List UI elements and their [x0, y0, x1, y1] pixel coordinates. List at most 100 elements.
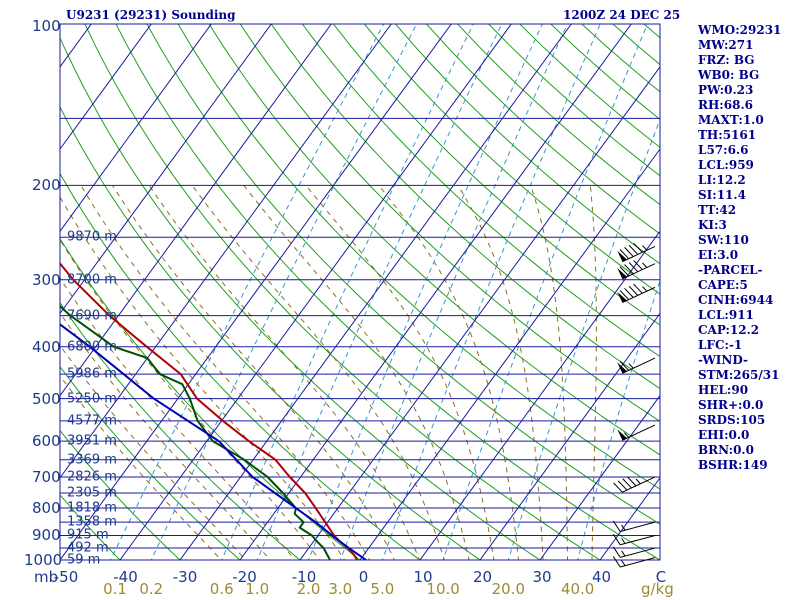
mixing-ratio-line [256, 24, 503, 560]
mixing-ratio-line [381, 24, 601, 560]
dry-adiabat [208, 24, 660, 456]
height-label: 3369 m [67, 452, 117, 468]
height-label: 8700 m [67, 272, 117, 288]
moist-adiabat [530, 185, 569, 560]
mixing-ratio-line [109, 24, 385, 560]
dry-adiabat [395, 24, 660, 265]
pressure-tick-label: 600 [32, 432, 61, 451]
moist-adiabat [60, 277, 296, 560]
moist-adiabat [243, 185, 470, 560]
moist-adiabat [112, 185, 395, 560]
moist-adiabat [60, 375, 222, 560]
mixing-ratio-tick-label: 3.0 [328, 580, 353, 598]
mixing-ratio-line [307, 24, 543, 560]
wind-barb [617, 260, 656, 280]
dry-adiabat [177, 24, 660, 490]
moist-adiabat [60, 196, 346, 560]
mixing-ratio-tick-label: 2.0 [296, 580, 321, 598]
height-label: 59 m [67, 552, 101, 568]
wind-barb [617, 424, 656, 441]
param-tt: TT:42 [698, 203, 737, 217]
moist-adiabat [457, 185, 544, 560]
pressure-tick-label: 200 [32, 176, 61, 195]
plot-border [59, 23, 661, 561]
param-parcel-lcl: LCL:911 [698, 308, 754, 322]
moist-adiabat [589, 185, 597, 560]
pressure-tick-label: 300 [32, 270, 61, 289]
mixing-ratio-line [150, 24, 418, 560]
mixing-ratio-tick-label: 0.1 [103, 580, 127, 598]
moist-adiabat [80, 185, 370, 560]
isotherm [299, 66, 660, 560]
height-label: 1358 m [67, 514, 117, 530]
mixing-ratio-line [577, 279, 660, 560]
wind-barb [612, 533, 656, 546]
mixing-ratio-tick-label: 5.0 [370, 580, 395, 598]
param-cap: CAP:12.2 [698, 323, 760, 337]
moist-adiabat [378, 185, 520, 560]
temperature-tick-label: -40 [113, 568, 138, 586]
mixing-ratio-tick-label: 20.0 [491, 580, 526, 598]
temperature-tick-label: 40 [591, 568, 612, 586]
dry-adiabat [60, 494, 121, 560]
mixing-ratio-line [507, 118, 660, 560]
dry-adiabat [364, 24, 660, 295]
height-label: 6800 m [67, 339, 117, 355]
moist-adiabat [60, 238, 321, 560]
param-li: LI:12.2 [698, 173, 746, 187]
param-srds: SRDS:105 [698, 413, 766, 427]
param-shr: SHR+:0.0 [698, 398, 764, 412]
height-label: 5986 m [67, 366, 117, 382]
dry-adiabat [239, 24, 660, 422]
mixing-ratio-line [442, 24, 648, 560]
param-frz: FRZ: BG [698, 53, 755, 67]
isotherm [60, 24, 272, 315]
height-label: 5250 m [67, 391, 117, 407]
param-si: SI:11.4 [698, 188, 746, 202]
dry-adiabat [60, 36, 541, 560]
param-lcl: LCL:959 [698, 158, 754, 172]
isotherm [179, 24, 572, 560]
pressure-tick-label: 500 [32, 389, 61, 408]
station-title: U9231 (29231) Sounding [66, 8, 236, 22]
temperature-tick-label: -20 [232, 568, 257, 586]
dry-adiabat [301, 24, 660, 358]
param-cinh: CINH:6944 [698, 293, 774, 307]
isotherm [479, 312, 660, 560]
isotherm [60, 24, 392, 479]
param-cape: CAPE:5 [698, 278, 748, 292]
isotherm [60, 24, 332, 397]
temperature-tick-label: 30 [532, 568, 552, 586]
pressure-unit-label: mb [34, 568, 59, 586]
param-maxt: MAXT:1.0 [698, 113, 764, 127]
param-l57: L57:6.6 [698, 143, 749, 157]
isotherm [60, 24, 152, 150]
param-th: TH:5161 [698, 128, 757, 142]
dry-adiabat [60, 301, 301, 560]
isotherm [60, 24, 452, 560]
mixing-ratio-tick-label: 40.0 [560, 580, 595, 598]
param-stm: STM:265/31 [698, 368, 780, 382]
wind-barb [617, 357, 656, 374]
param-wind-header: -WIND- [698, 353, 748, 367]
mixing-ratio-tick-label: 10.0 [426, 580, 460, 598]
temperature-tick-label: -50 [53, 568, 79, 586]
isotherm [239, 24, 632, 560]
wind-barb [612, 520, 656, 532]
parcel-profile [60, 323, 367, 560]
moist-adiabat [305, 185, 495, 560]
isotherm [119, 24, 512, 560]
mixing-ratio-tick-label: 0.6 [209, 580, 234, 598]
param-mw: MW:271 [698, 38, 754, 52]
param-parcel-header: -PARCEL- [698, 263, 763, 277]
isotherm [359, 148, 660, 560]
wind-barb [613, 476, 656, 493]
temperature-tick-label: 10 [413, 568, 433, 586]
mixing-ratio-tick-label: 0.2 [139, 580, 164, 598]
param-lfc: LFC:-1 [698, 338, 743, 352]
pressure-tick-label: 1000 [24, 551, 63, 569]
dry-adiabat [60, 105, 481, 560]
param-ei: EI:3.0 [698, 248, 739, 262]
moist-adiabat [60, 344, 247, 560]
height-label: 2305 m [67, 485, 117, 501]
